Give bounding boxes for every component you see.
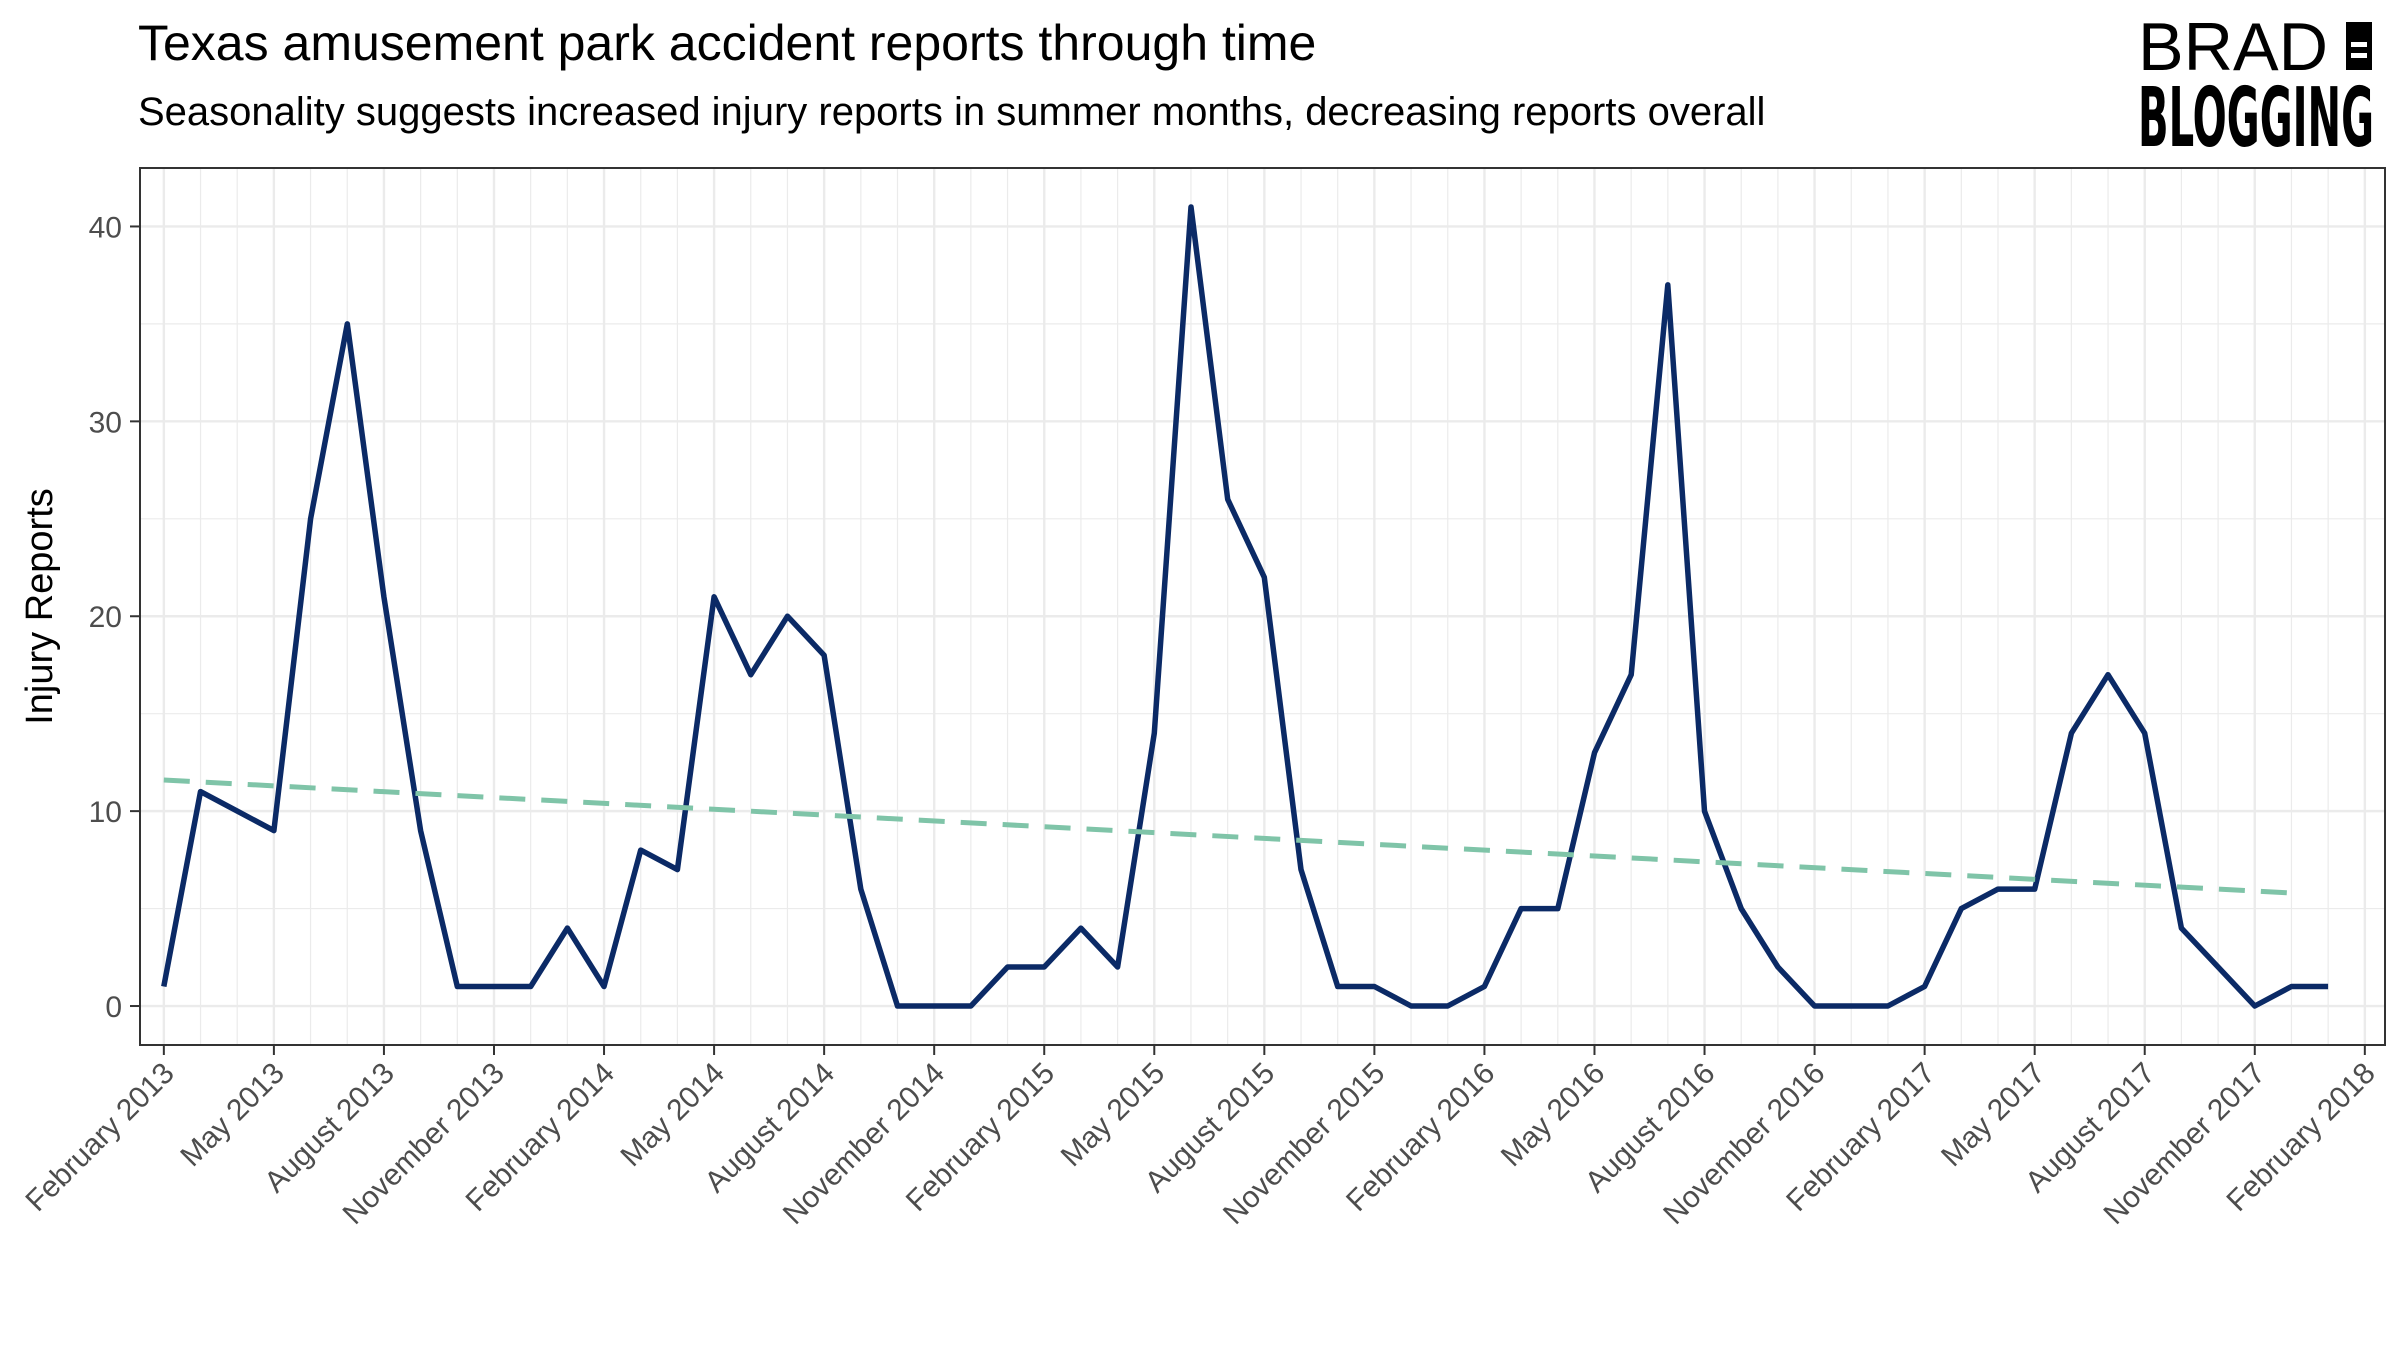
y-tick-label: 10 bbox=[89, 796, 122, 829]
x-tick-label: May 2015 bbox=[1055, 1057, 1171, 1173]
plot-panel-border bbox=[139, 167, 2386, 1046]
brad-blogging-logo: BRAD BLOGGING bbox=[2138, 12, 2374, 152]
y-tick-label: 20 bbox=[89, 601, 122, 634]
y-tick-label: 0 bbox=[105, 991, 122, 1024]
y-tick-label: 30 bbox=[89, 406, 122, 439]
trend-line bbox=[163, 777, 2292, 896]
y-tick-label: 40 bbox=[89, 211, 122, 244]
x-tick-label: May 2016 bbox=[1495, 1057, 1611, 1173]
x-tick-label: May 2014 bbox=[615, 1057, 731, 1173]
x-tick-label: May 2013 bbox=[174, 1057, 290, 1173]
x-tick-label: February 2013 bbox=[19, 1057, 180, 1218]
svg-text:BLOGGING: BLOGGING bbox=[2138, 71, 2374, 152]
chart-subtitle: Seasonality suggests increased injury re… bbox=[138, 90, 1766, 134]
svg-text:BRAD: BRAD bbox=[2138, 12, 2328, 85]
chart-title: Texas amusement park accident reports th… bbox=[138, 15, 1317, 71]
series-line bbox=[161, 204, 2329, 1009]
y-axis-title: Injury Reports bbox=[19, 488, 61, 725]
x-tick-label: May 2017 bbox=[1935, 1057, 2051, 1173]
